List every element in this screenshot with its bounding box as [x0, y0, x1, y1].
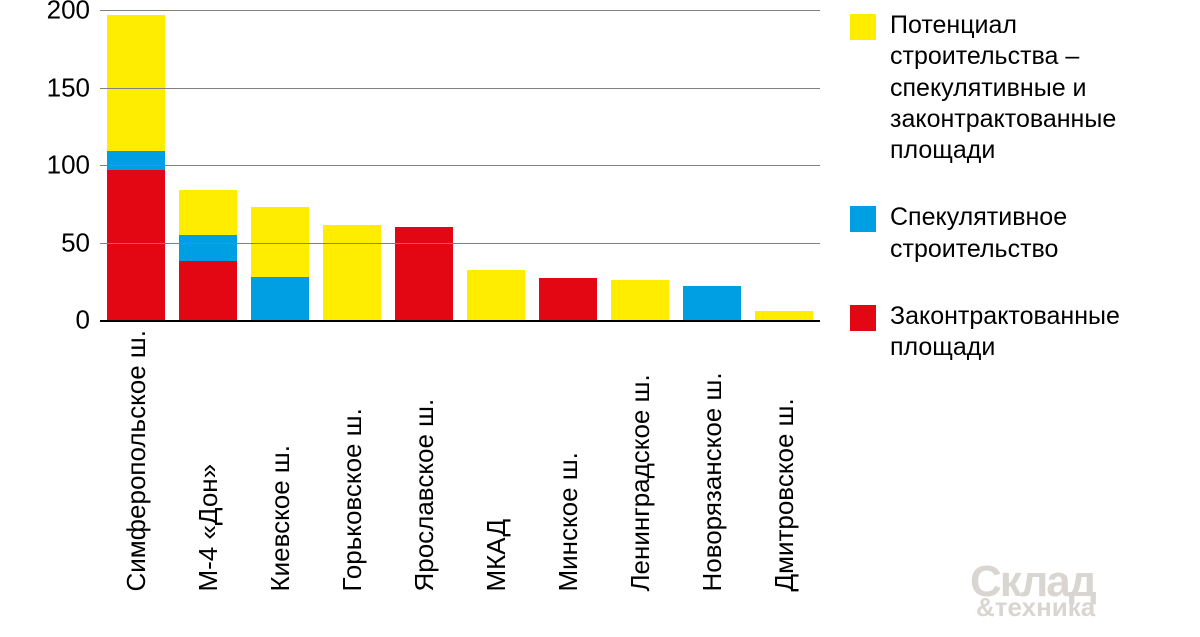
x-axis-label: Дмитровское ш. — [769, 330, 800, 592]
y-tick-label: 200 — [47, 0, 100, 26]
y-tick-label: 150 — [47, 72, 100, 103]
x-label-slot: Симферопольское ш. — [100, 330, 172, 592]
bar-segment-contracted — [395, 227, 453, 320]
x-axis-labels: Симферопольское ш. М-4 «Дон» Киевское ш. Го… — [100, 330, 820, 592]
x-axis-label: Новорязанское ш. — [697, 330, 728, 592]
bar-segment-potential — [755, 311, 813, 320]
legend-label: Потенциал строительства – спекулятивные … — [890, 10, 1190, 166]
x-axis-label: М-4 «Дон» — [193, 330, 224, 592]
stacked-bar — [539, 278, 597, 320]
chart-container: 050100150200 Симферопольское ш.М-4 «Дон»… — [20, 0, 840, 620]
legend-label: Спекулятивное строительство — [890, 202, 1190, 265]
stacked-bar — [755, 311, 813, 320]
stacked-bar — [611, 280, 669, 320]
legend-swatch — [850, 305, 876, 331]
x-label-slot: Дмитровское ш. — [748, 330, 820, 592]
gridline — [100, 10, 820, 11]
x-label-slot: Ярославское ш. — [388, 330, 460, 592]
x-label-slot: М-4 «Дон» — [172, 330, 244, 592]
legend-item: Потенциал строительства – спекулятивные … — [850, 10, 1190, 166]
gridline — [100, 88, 820, 89]
x-axis-label: МКАД — [481, 330, 512, 592]
x-label-slot: Горьковское ш. — [316, 330, 388, 592]
gridline — [100, 165, 820, 166]
y-tick-label: 50 — [61, 227, 100, 258]
x-axis-label: Горьковское ш. — [337, 330, 368, 592]
legend-swatch — [850, 14, 876, 40]
bar-segment-contracted — [179, 261, 237, 320]
stacked-bar — [467, 270, 525, 320]
x-axis-label: Минское ш. — [553, 330, 584, 592]
bar-segment-speculative — [107, 151, 165, 170]
page-root: 050100150200 Симферопольское ш.М-4 «Дон»… — [0, 0, 1200, 637]
watermark: Склад &техника — [970, 562, 1170, 619]
y-tick-label: 100 — [47, 150, 100, 181]
plot-area: 050100150200 — [100, 10, 820, 322]
gridline — [100, 243, 820, 244]
y-tick-label: 0 — [76, 305, 100, 336]
stacked-bar — [251, 207, 309, 320]
x-axis-label: Ярославское ш. — [409, 330, 440, 592]
legend: Потенциал строительства – спекулятивные … — [850, 10, 1190, 399]
x-label-slot: Новорязанское ш. — [676, 330, 748, 592]
x-label-slot: Киевское ш. — [244, 330, 316, 592]
stacked-bar — [323, 225, 381, 320]
legend-item: Спекулятивное строительство — [850, 202, 1190, 265]
x-label-slot: МКАД — [460, 330, 532, 592]
bar-segment-potential — [179, 190, 237, 235]
bar-segment-speculative — [251, 277, 309, 320]
stacked-bar — [683, 286, 741, 320]
bar-segment-contracted — [539, 278, 597, 320]
stacked-bar — [107, 15, 165, 320]
watermark-line2: &техника — [976, 596, 1170, 619]
bar-segment-speculative — [179, 235, 237, 261]
bar-segment-contracted — [107, 170, 165, 320]
bar-segment-potential — [467, 270, 525, 320]
stacked-bar — [395, 227, 453, 320]
stacked-bar — [179, 190, 237, 320]
x-label-slot: Ленинградское ш. — [604, 330, 676, 592]
x-axis-label: Симферопольское ш. — [121, 330, 152, 592]
bar-segment-potential — [323, 225, 381, 320]
bar-segment-speculative — [683, 286, 741, 320]
x-label-slot: Минское ш. — [532, 330, 604, 592]
x-axis-label: Ленинградское ш. — [625, 330, 656, 592]
legend-label: Законтрактованные площади — [890, 301, 1190, 364]
bar-segment-potential — [611, 280, 669, 320]
bar-segment-potential — [107, 15, 165, 151]
legend-item: Законтрактованные площади — [850, 301, 1190, 364]
x-axis-label: Киевское ш. — [265, 330, 296, 592]
legend-swatch — [850, 206, 876, 232]
